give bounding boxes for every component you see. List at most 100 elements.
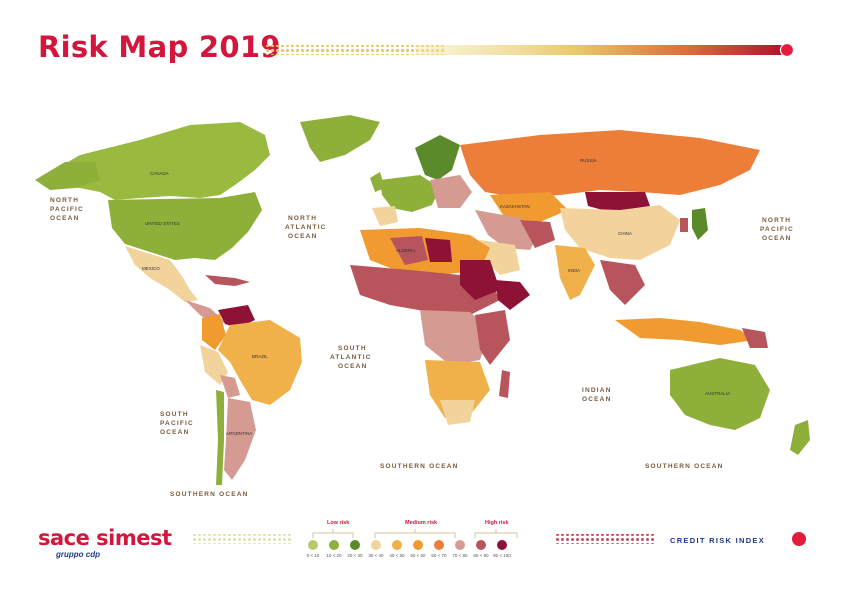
- iberia-region: [372, 206, 398, 226]
- middle-east-region: [475, 210, 540, 250]
- south-africa-region: [440, 400, 475, 425]
- eastern-europe-region: [430, 175, 472, 208]
- png-region: [742, 328, 768, 348]
- legend-swatch-label: 10 < 20: [326, 553, 342, 558]
- svg-text:SOUTH: SOUTH: [160, 411, 189, 418]
- libya-region: [425, 238, 452, 262]
- legend-swatch-label: 90 < 100: [493, 553, 511, 558]
- iran-region: [520, 220, 555, 248]
- credit-risk-index-label: CREDIT RISK INDEX: [670, 536, 766, 545]
- title-gradient-bar: [265, 43, 795, 57]
- svg-text:OCEAN: OCEAN: [288, 233, 317, 240]
- label-russia: RUSSIA: [580, 158, 597, 163]
- label-algeria: ALGERIA: [396, 248, 416, 253]
- svg-text:INDIAN: INDIAN: [582, 387, 612, 394]
- svg-text:PACIFIC: PACIFIC: [760, 226, 794, 233]
- legend-swatch-label: 80 < 90: [473, 553, 489, 558]
- svg-text:OCEAN: OCEAN: [762, 235, 791, 242]
- greenland-region: [300, 115, 380, 162]
- legend-swatch: [392, 540, 402, 550]
- caribbean-region: [205, 275, 250, 286]
- svg-text:NORTH: NORTH: [288, 215, 317, 222]
- label-canada: CANADA: [150, 171, 169, 176]
- legend-swatch-label: 50 < 60: [410, 553, 426, 558]
- legend-swatch-label: 30 < 40: [368, 553, 384, 558]
- usa-region: [108, 192, 262, 260]
- decorative-dots-right: [555, 534, 655, 544]
- horn-africa-region: [495, 280, 530, 310]
- southeast-asia-region: [600, 260, 645, 305]
- legend-brackets: [312, 529, 518, 538]
- kazakhstan-region: [490, 192, 568, 222]
- peru-region: [200, 345, 228, 385]
- new-zealand-region: [790, 420, 810, 455]
- svg-text:OCEAN: OCEAN: [160, 429, 189, 436]
- legend-group-low: Low risk: [327, 520, 350, 526]
- legend-swatch: [455, 540, 465, 550]
- svg-text:PACIFIC: PACIFIC: [50, 206, 84, 213]
- page-title: Risk Map 2019: [38, 30, 281, 64]
- svg-text:OCEAN: OCEAN: [582, 396, 611, 403]
- label-brazil: BRAZIL: [252, 354, 268, 359]
- svg-text:NORTH: NORTH: [762, 217, 791, 224]
- ocean-label-southern-right: SOUTHERN OCEAN: [645, 463, 724, 470]
- legend-swatch: [371, 540, 381, 550]
- bolivia-region: [220, 375, 240, 398]
- indonesia-region: [615, 318, 755, 345]
- svg-text:SOUTH: SOUTH: [338, 345, 367, 352]
- decorative-dots-left: [192, 534, 292, 544]
- label-china: CHINA: [618, 231, 632, 236]
- legend-swatch-label: 40 < 50: [389, 553, 405, 558]
- label-australia: AUSTRALIA: [705, 391, 730, 396]
- svg-text:NORTH: NORTH: [50, 197, 79, 204]
- legend-swatch-label: 0 < 10: [306, 553, 320, 558]
- legend-swatch: [350, 540, 360, 550]
- legend-swatch: [434, 540, 444, 550]
- legend-swatch: [497, 540, 507, 550]
- mongolia-region: [585, 192, 650, 212]
- ocean-label-south-pacific: SOUTH PACIFIC OCEAN: [160, 411, 194, 436]
- legend-swatch: [308, 540, 318, 550]
- scandinavia-region: [415, 135, 460, 180]
- brazil-region: [218, 320, 302, 405]
- western-europe-region: [380, 175, 440, 212]
- logo-sub: gruppo cdp: [56, 550, 100, 559]
- label-argentina: ARGENTINA: [226, 431, 252, 436]
- canada-region: [40, 122, 270, 200]
- mexico-region: [125, 246, 198, 302]
- svg-text:ATLANTIC: ATLANTIC: [330, 354, 372, 361]
- ocean-label-southern-mid: SOUTHERN OCEAN: [380, 463, 459, 470]
- legend-swatch-label: 60 < 70: [431, 553, 447, 558]
- label-india: INDIA: [568, 268, 580, 273]
- logo-name: sace simest: [38, 526, 172, 550]
- ocean-label-south-atlantic: SOUTH ATLANTIC OCEAN: [330, 345, 372, 370]
- label-mexico: MEXICO: [142, 266, 160, 271]
- brand-dot-icon: [792, 532, 806, 546]
- uk-region: [370, 172, 385, 192]
- ocean-label-indian: INDIAN OCEAN: [582, 387, 612, 403]
- japan-region: [692, 208, 708, 240]
- russia-region: [460, 130, 760, 198]
- svg-text:PACIFIC: PACIFIC: [160, 420, 194, 427]
- central-africa-region: [420, 310, 490, 365]
- alaska-region: [35, 162, 100, 190]
- algeria-region: [390, 236, 428, 265]
- venezuela-region: [218, 305, 255, 328]
- colombia-region: [202, 314, 226, 350]
- legend-group-medium: Medium risk: [405, 520, 438, 526]
- ocean-label-north-atlantic: NORTH ATLANTIC OCEAN: [285, 215, 325, 240]
- risk-legend: Low risk Medium risk High risk 0 < 10 10 …: [305, 520, 525, 570]
- saudi-region: [480, 240, 520, 275]
- sudan-region: [460, 260, 500, 300]
- legend-swatch-label: 70 < 80: [452, 553, 468, 558]
- svg-text:OCEAN: OCEAN: [338, 363, 367, 370]
- china-region: [560, 205, 680, 260]
- legend-swatch-label: 20 < 30: [347, 553, 363, 558]
- label-us: UNITED STATES: [145, 221, 180, 226]
- argentina-region: [224, 398, 256, 480]
- ocean-label-north-pacific-right: NORTH PACIFIC OCEAN: [760, 217, 794, 242]
- ocean-label-north-pacific-left: NORTH PACIFIC OCEAN: [50, 197, 84, 222]
- sace-simest-logo[interactable]: sace simest gruppo cdp: [38, 526, 172, 559]
- legend-swatch: [329, 540, 339, 550]
- australia-region: [670, 358, 770, 430]
